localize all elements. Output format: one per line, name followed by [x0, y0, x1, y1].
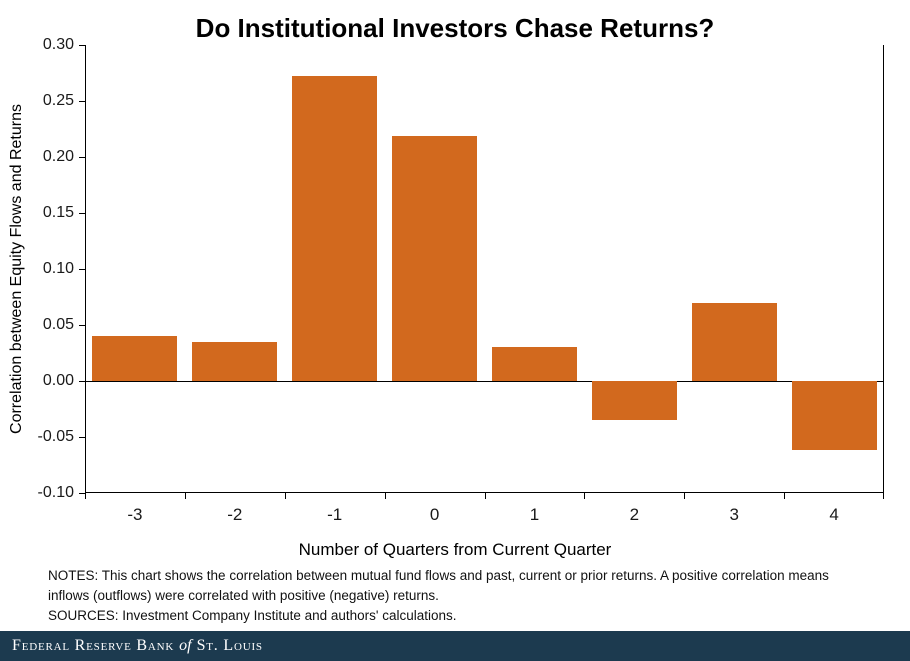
- y-tick-mark: [79, 45, 85, 46]
- y-tick-mark: [79, 381, 85, 382]
- x-axis-labels: -3 -2 -1 0 1 2 3 4: [85, 505, 884, 527]
- x-tick-mark: [284, 493, 286, 499]
- sources-text: SOURCES: Investment Company Institute an…: [48, 608, 457, 623]
- bar-q-1: [292, 76, 378, 381]
- x-tick-mark: [85, 493, 86, 499]
- footer-city-name: St. Louis: [196, 637, 263, 654]
- y-tick-mark: [79, 325, 85, 326]
- x-tick-mark: [784, 493, 786, 499]
- y-tick-mark: [79, 269, 85, 270]
- y-tick-mark: [79, 437, 85, 438]
- x-tick-mark: [684, 493, 686, 499]
- y-tick-label: 0.15: [42, 204, 74, 221]
- x-tick-label: 4: [829, 505, 839, 524]
- zero-axis-line: [85, 381, 884, 382]
- y-tick-label: -0.10: [37, 484, 74, 501]
- y-tick-label: 0.10: [42, 260, 74, 277]
- x-axis-line: [85, 492, 884, 493]
- y-tick-mark: [79, 157, 85, 158]
- bar-q4: [791, 381, 877, 451]
- y-axis-labels: 0.30 0.25 0.20 0.15 0.10 0.05 0.00 -0.05 -0.10: [0, 36, 78, 501]
- x-tick-label: -3: [127, 505, 143, 524]
- footer-bank-name: Federal Reserve Bank: [12, 637, 175, 654]
- y-tick-label: 0.00: [42, 372, 74, 389]
- y-axis-line: [85, 45, 86, 493]
- x-tick-label: 2: [629, 505, 640, 524]
- y-tick-label: 0.30: [42, 36, 74, 53]
- y-tick-label: 0.20: [42, 148, 74, 165]
- x-tick-label: 0: [429, 505, 440, 524]
- x-tick-mark: [883, 493, 884, 499]
- notes-block: NOTES: This chart shows the correlation …: [48, 566, 868, 626]
- x-tick-mark: [584, 493, 586, 499]
- x-tick-label: -2: [227, 505, 243, 524]
- bar-q3: [691, 302, 777, 381]
- plot-area: [79, 45, 884, 499]
- bar-q2: [591, 381, 677, 421]
- footer-bar: Federal Reserve Bank of St. Louis: [0, 631, 910, 661]
- x-tick-mark: [484, 493, 486, 499]
- bar-q-2: [192, 341, 278, 381]
- notes-text: NOTES: This chart shows the correlation …: [48, 568, 829, 603]
- y-tick-mark: [79, 493, 85, 494]
- chart-title: Do Institutional Investors Chase Returns…: [195, 13, 715, 43]
- x-tick-label: -1: [327, 505, 343, 524]
- bar-q1: [491, 347, 577, 381]
- right-border-line: [883, 45, 884, 493]
- x-tick-mark: [184, 493, 186, 499]
- bar-q0: [392, 135, 477, 381]
- y-tick-label: 0.05: [42, 316, 74, 333]
- x-tick-label: 1: [529, 505, 540, 524]
- x-axis-title: Number of Quarters from Current Quarter: [298, 540, 612, 559]
- y-tick-mark: [79, 101, 85, 102]
- x-tick-mark: [384, 493, 386, 499]
- x-tick-label: 3: [729, 505, 739, 524]
- bar-q-3: [92, 336, 178, 381]
- y-tick-label: -0.05: [37, 428, 74, 445]
- y-tick-label: 0.25: [42, 92, 74, 109]
- y-tick-mark: [79, 213, 85, 214]
- footer-of-word: of: [179, 637, 192, 654]
